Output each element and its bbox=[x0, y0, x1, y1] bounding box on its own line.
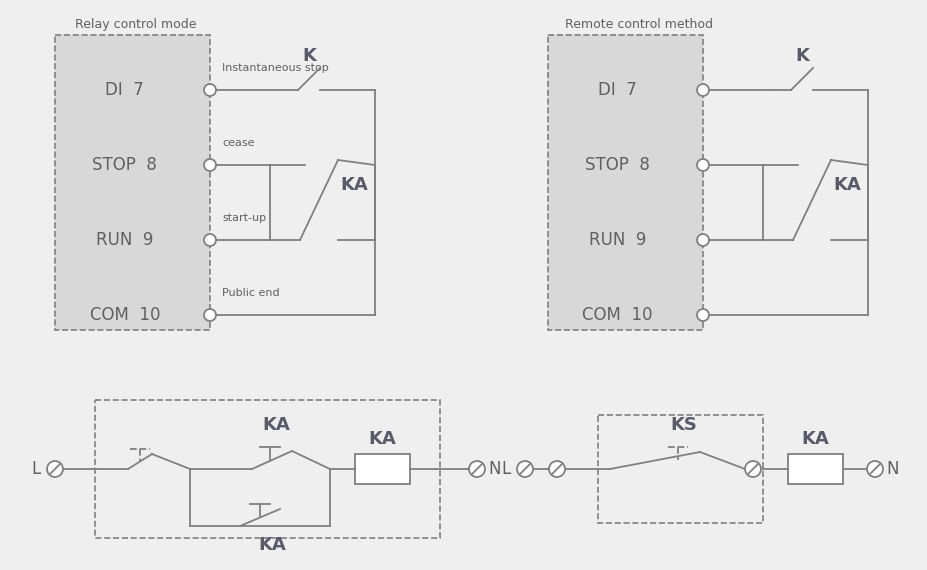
Text: KA: KA bbox=[801, 430, 829, 448]
Text: KA: KA bbox=[340, 176, 368, 194]
Text: Public end: Public end bbox=[222, 288, 280, 298]
Text: COM  10: COM 10 bbox=[90, 306, 160, 324]
Bar bbox=[548, 35, 703, 330]
Circle shape bbox=[867, 461, 883, 477]
Circle shape bbox=[697, 234, 709, 246]
Circle shape bbox=[204, 234, 216, 246]
Circle shape bbox=[47, 461, 63, 477]
Text: K: K bbox=[302, 47, 316, 65]
Text: COM  10: COM 10 bbox=[582, 306, 653, 324]
Text: K: K bbox=[795, 47, 809, 65]
Circle shape bbox=[204, 84, 216, 96]
Circle shape bbox=[549, 461, 565, 477]
Circle shape bbox=[745, 461, 761, 477]
Circle shape bbox=[697, 159, 709, 171]
Text: L: L bbox=[32, 460, 41, 478]
Text: Remote control method: Remote control method bbox=[565, 18, 713, 31]
Circle shape bbox=[517, 461, 533, 477]
Text: Relay control mode: Relay control mode bbox=[75, 18, 197, 31]
Circle shape bbox=[204, 309, 216, 321]
Circle shape bbox=[697, 309, 709, 321]
Bar bbox=[598, 415, 763, 523]
Text: KA: KA bbox=[258, 536, 286, 554]
Circle shape bbox=[469, 461, 485, 477]
Text: DI  7: DI 7 bbox=[598, 81, 637, 99]
Text: L: L bbox=[502, 460, 511, 478]
Text: STOP  8: STOP 8 bbox=[585, 156, 650, 174]
Text: KS: KS bbox=[670, 416, 697, 434]
Text: N: N bbox=[886, 460, 898, 478]
Text: DI  7: DI 7 bbox=[106, 81, 144, 99]
Text: cease: cease bbox=[222, 138, 255, 148]
Text: KA: KA bbox=[262, 416, 290, 434]
Bar bbox=[355, 454, 410, 484]
Text: RUN  9: RUN 9 bbox=[96, 231, 154, 249]
Text: Instantaneous stop: Instantaneous stop bbox=[222, 63, 329, 73]
Text: STOP  8: STOP 8 bbox=[93, 156, 158, 174]
Circle shape bbox=[204, 159, 216, 171]
Bar bbox=[55, 35, 210, 330]
Text: N: N bbox=[488, 460, 501, 478]
Circle shape bbox=[697, 84, 709, 96]
Text: KA: KA bbox=[368, 430, 396, 448]
Text: KA: KA bbox=[833, 176, 861, 194]
Text: RUN  9: RUN 9 bbox=[589, 231, 646, 249]
Text: start-up: start-up bbox=[222, 213, 266, 223]
Bar bbox=[95, 400, 440, 538]
Bar bbox=[788, 454, 843, 484]
